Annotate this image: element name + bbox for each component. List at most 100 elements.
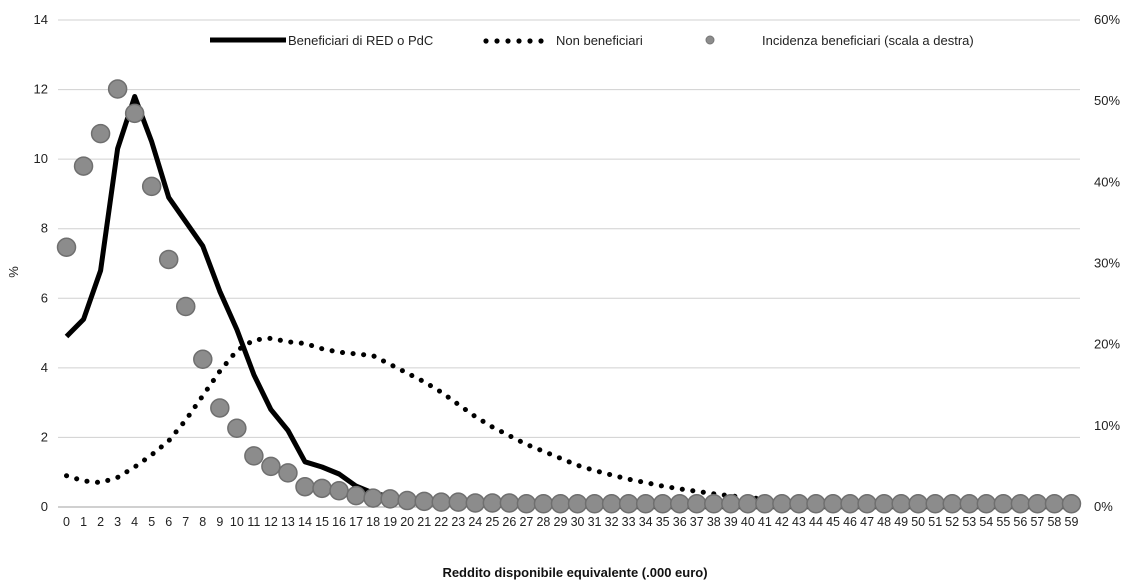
- y2-tick-label: 30%: [1094, 256, 1120, 271]
- y-tick-label: 0: [41, 499, 48, 514]
- x-tick-label: 48: [877, 515, 891, 529]
- x-tick-label: 8: [199, 515, 206, 529]
- x-tick-label: 0: [63, 515, 70, 529]
- incidenza-point: [90, 123, 111, 144]
- legend: Beneficiari di RED o PdC Non beneficiari…: [210, 33, 974, 48]
- incidenza-point: [312, 478, 332, 499]
- x-tick-label: 6: [165, 515, 172, 529]
- legend-dot: [527, 38, 533, 44]
- y-axis-right-ticks: 0% 10% 20% 30% 40% 50% 60%: [1094, 12, 1120, 514]
- x-tick-label: 12: [264, 515, 278, 529]
- y2-tick-label: 40%: [1094, 174, 1120, 189]
- legend-dot: [483, 38, 489, 44]
- series-markers: [56, 79, 1082, 514]
- series-line-non-beneficiari: [64, 335, 1074, 509]
- incidenza-point: [669, 494, 690, 514]
- x-tick-label: 27: [519, 515, 533, 529]
- incidenza-point: [141, 176, 162, 197]
- x-tick-label: 59: [1065, 515, 1079, 529]
- y2-tick-label: 0%: [1094, 499, 1113, 514]
- incidenza-point: [414, 491, 434, 512]
- incidenza-point: [755, 494, 775, 514]
- x-tick-label: 15: [315, 515, 329, 529]
- x-tick-label: 29: [554, 515, 568, 529]
- incidenza-point: [789, 494, 809, 514]
- incidenza-point: [925, 494, 945, 514]
- incidenza-point: [738, 494, 758, 514]
- x-tick-label: 30: [571, 515, 585, 529]
- x-axis-label: Reddito disponibile equivalente (.000 eu…: [442, 565, 707, 580]
- x-tick-label: 9: [216, 515, 223, 529]
- incidenza-point: [976, 494, 997, 514]
- incidenza-point: [363, 488, 383, 508]
- incidenza-point: [806, 494, 826, 514]
- incidenza-point: [567, 494, 588, 514]
- x-tick-label: 16: [332, 515, 346, 529]
- y2-tick-label: 20%: [1094, 337, 1120, 352]
- incidenza-point: [278, 463, 298, 483]
- x-tick-label: 45: [826, 515, 840, 529]
- incidenza-point: [158, 249, 179, 270]
- incidenza-point: [550, 494, 571, 514]
- incidenza-point: [687, 494, 707, 514]
- x-tick-label: 55: [996, 515, 1010, 529]
- incidenza-point: [431, 492, 451, 512]
- x-tick-label: 38: [707, 515, 721, 529]
- x-tick-label: 28: [536, 515, 550, 529]
- incidenza-point: [618, 494, 639, 514]
- incidenza-point: [244, 446, 264, 466]
- x-tick-label: 35: [656, 515, 670, 529]
- incidenza-point: [891, 494, 911, 514]
- y-tick-label: 2: [41, 429, 48, 444]
- incidenza-point: [601, 494, 622, 514]
- gridlines: [58, 19, 1080, 508]
- x-tick-label: 5: [148, 515, 155, 529]
- x-tick-label: 3: [114, 515, 121, 529]
- x-tick-label: 10: [230, 515, 244, 529]
- x-tick-label: 24: [468, 515, 482, 529]
- x-tick-label: 2: [97, 515, 104, 529]
- incidenza-point: [857, 494, 877, 514]
- incidenza-point: [56, 237, 77, 258]
- x-tick-label: 20: [400, 515, 414, 529]
- incidenza-point: [193, 349, 213, 370]
- incidenza-point: [1061, 494, 1082, 514]
- y-tick-label: 14: [34, 12, 48, 27]
- x-tick-label: 32: [605, 515, 619, 529]
- incidenza-point: [329, 481, 349, 501]
- incidenza-point: [823, 494, 843, 514]
- x-tick-label: 37: [690, 515, 704, 529]
- y-axis-left-ticks: 0 2 4 6 8 10 12 14: [34, 12, 48, 514]
- incidenza-point: [942, 494, 962, 514]
- incidenza-point: [516, 494, 537, 514]
- y2-tick-label: 60%: [1094, 12, 1120, 27]
- x-tick-label: 56: [1013, 515, 1027, 529]
- x-tick-label: 58: [1047, 515, 1061, 529]
- incidenza-point: [261, 456, 281, 477]
- x-tick-label: 31: [588, 515, 602, 529]
- incidenza-point: [176, 296, 196, 317]
- incidenza-point: [584, 494, 605, 514]
- x-tick-label: 11: [247, 515, 260, 529]
- x-tick-label: 41: [758, 515, 772, 529]
- incidenza-point: [704, 494, 724, 514]
- y2-tick-label: 50%: [1094, 93, 1120, 108]
- y-tick-label: 10: [34, 151, 48, 166]
- incidenza-point: [1027, 494, 1048, 514]
- x-axis-ticks: 0 1 2 3 4 5 6 7 8 9 10 11 12 13 14 15 16 17 18 19 20 21 22 23 24…: [63, 515, 1078, 529]
- incidenza-point: [397, 490, 417, 511]
- incidenza-point: [635, 494, 656, 514]
- y-axis-label: %: [6, 266, 21, 278]
- incidenza-point: [124, 103, 145, 124]
- x-tick-label: 36: [673, 515, 687, 529]
- x-tick-label: 52: [945, 515, 959, 529]
- legend-dot: [505, 38, 511, 44]
- incidenza-point: [448, 492, 469, 512]
- incidenza-point: [295, 476, 315, 497]
- x-tick-label: 57: [1030, 515, 1044, 529]
- x-tick-label: 25: [485, 515, 499, 529]
- y-tick-label: 12: [34, 82, 48, 97]
- y-tick-label: 4: [41, 360, 48, 375]
- incidenza-point: [874, 494, 894, 514]
- incidenza-point: [840, 494, 860, 514]
